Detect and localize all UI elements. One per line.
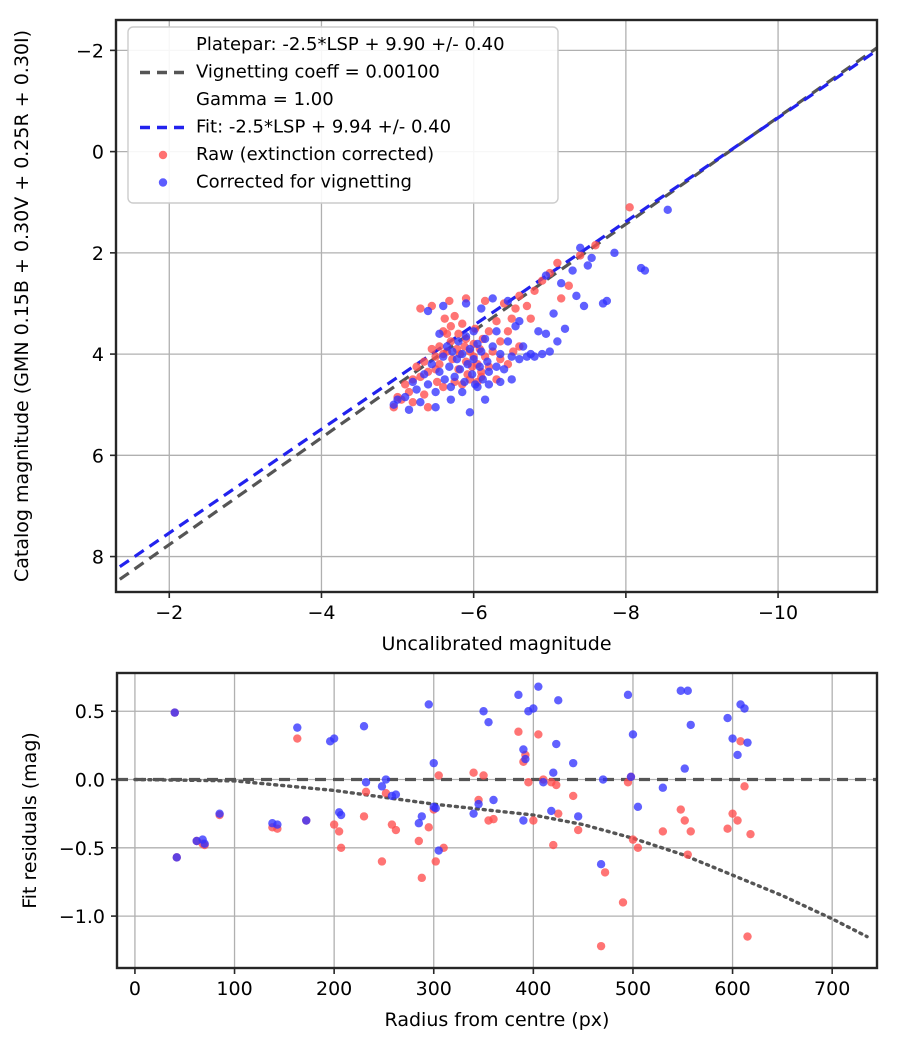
magnitude-calibration-ylabel: Catalog magnitude (GMN 0.15B + 0.30V + 0… [11, 30, 33, 582]
scatter-raw-extinction-corrected- [170, 708, 755, 951]
magnitude-calibration-xlabel: Uncalibrated magnitude [381, 633, 611, 655]
svg-text:6: 6 [92, 445, 104, 467]
svg-text:100: 100 [216, 978, 252, 1000]
svg-text:700: 700 [814, 978, 850, 1000]
svg-text:−1.0: −1.0 [59, 906, 105, 928]
svg-text:300: 300 [416, 978, 452, 1000]
legend: Platepar: -2.5*LSP + 9.90 +/- 0.40 Vignet… [127, 26, 559, 204]
svg-text:−8: −8 [612, 602, 640, 624]
svg-text:0.5: 0.5 [75, 701, 105, 723]
fit-residuals-panel: 0 100 200 300 400 500 600 700 0.5 0.0 −0.5 −1.0 Radi… [19, 671, 879, 1031]
svg-text:0.0: 0.0 [75, 770, 105, 792]
scatter-corrected-for-vignetting [389, 205, 672, 417]
svg-text:−4: −4 [307, 602, 335, 624]
svg-text:2: 2 [92, 243, 104, 265]
line-vignetting-model [133, 777, 869, 939]
legend-label: Raw (extinction corrected) [196, 144, 434, 165]
legend-label: Vignetting coeff = 0.00100 [196, 62, 440, 83]
legend-label: Platepar: -2.5*LSP + 9.90 +/- 0.40 [196, 34, 505, 55]
svg-text:−6: −6 [460, 602, 488, 624]
legend-entry: Platepar: -2.5*LSP + 9.90 +/- 0.40 [196, 34, 505, 55]
svg-text:200: 200 [316, 978, 352, 1000]
svg-text:400: 400 [515, 978, 551, 1000]
legend-label: Corrected for vignetting [196, 172, 412, 193]
legend-red-dot-icon [158, 150, 168, 160]
gridlines [117, 673, 877, 968]
legend-box [127, 26, 559, 204]
svg-text:−2: −2 [76, 40, 104, 62]
legend-entry: Gamma = 1.00 [196, 89, 334, 110]
svg-text:0: 0 [129, 978, 141, 1000]
plot-lines [118, 46, 877, 581]
legend-label: Fit: -2.5*LSP + 9.94 +/- 0.40 [196, 117, 451, 138]
svg-text:600: 600 [714, 978, 750, 1000]
legend-entry: Vignetting coeff = 0.00100 [140, 62, 440, 83]
legend-label: Gamma = 1.00 [196, 89, 334, 110]
legend-entry: Corrected for vignetting [158, 172, 412, 193]
legend-entry: Fit: -2.5*LSP + 9.94 +/- 0.40 [140, 117, 451, 138]
axis-ticks: 0 100 200 300 400 500 600 700 0.5 0.0 −0.5 −1.0 [59, 701, 850, 1000]
plot-lines [117, 777, 877, 939]
svg-text:−2: −2 [155, 602, 183, 624]
line-Fit: -2.5*LSP + 9.94 +/- 0.40 [118, 49, 877, 569]
line-Platepar: -2.5*LSP + 9.90 +/- 0.40 [118, 46, 877, 581]
scatter-corrected-for-vignetting [170, 682, 752, 869]
svg-text:4: 4 [92, 344, 104, 366]
svg-text:0: 0 [92, 142, 104, 164]
axes-spines [114, 18, 879, 594]
legend-blue-dot-icon [158, 178, 168, 187]
svg-text:−0.5: −0.5 [59, 838, 105, 860]
fit-residuals-xlabel: Radius from centre (px) [385, 1009, 610, 1031]
svg-text:8: 8 [92, 547, 104, 569]
svg-text:500: 500 [615, 978, 651, 1000]
legend-entry: Raw (extinction corrected) [158, 144, 434, 165]
fit-residuals-ylabel: Fit residuals (mag) [19, 732, 41, 909]
svg-text:−10: −10 [758, 602, 798, 624]
axis-ticks: −2 −4 −6 −8 −10 −2 0 2 4 6 8 [76, 40, 798, 624]
axes-spines [115, 671, 879, 970]
